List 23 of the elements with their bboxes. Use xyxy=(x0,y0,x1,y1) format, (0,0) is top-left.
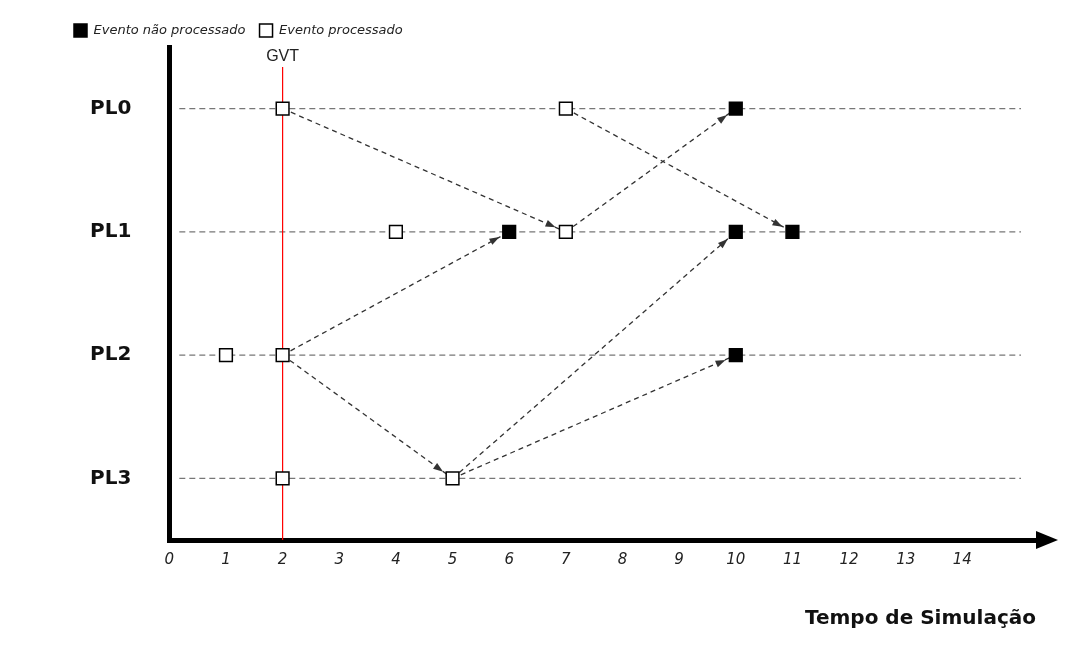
y-tick-label: PL3 xyxy=(89,464,132,489)
x-tick-label: 4 xyxy=(391,549,401,568)
y-tick-label: PL0 xyxy=(89,94,132,119)
y-tick-label: PL1 xyxy=(89,218,132,243)
x-tick-label: 11 xyxy=(782,549,802,568)
ref-line-label: GVT xyxy=(266,47,300,65)
y-tick-label: PL2 xyxy=(89,341,132,366)
x-tick-label: 12 xyxy=(839,549,859,568)
x-tick-label: 14 xyxy=(952,549,972,568)
x-tick-label: 13 xyxy=(896,549,916,568)
x-tick-label: 0 xyxy=(164,549,175,568)
x-tick-label: 5 xyxy=(447,549,458,568)
x-tick-label: 6 xyxy=(504,549,514,568)
x-tick-label: 1 xyxy=(221,549,231,568)
x-tick-label: 8 xyxy=(617,549,628,568)
x-tick-label: 3 xyxy=(334,549,345,568)
x-tick-label: 10 xyxy=(726,549,746,568)
x-tick-label: 7 xyxy=(561,549,572,568)
legend-label: Evento processado xyxy=(279,21,403,37)
x-tick-label: 9 xyxy=(674,549,684,568)
x-axis-title: Tempo de Simulação xyxy=(804,605,1036,630)
x-tick-label: 2 xyxy=(277,549,288,568)
legend-label: Evento não processado xyxy=(93,21,246,37)
